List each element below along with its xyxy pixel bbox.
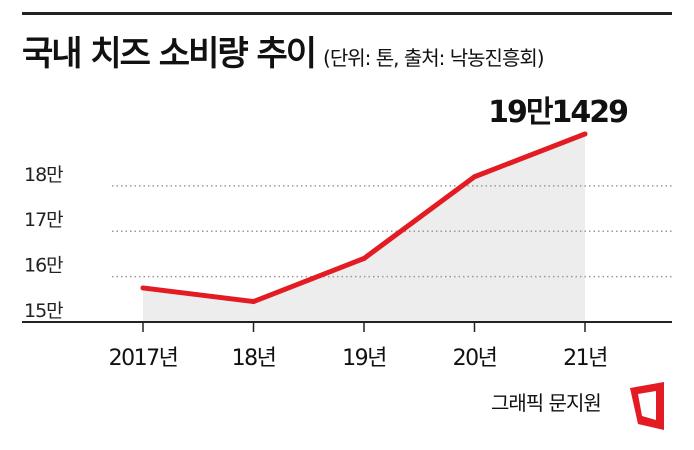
data-point [582, 131, 588, 137]
data-point [140, 285, 146, 291]
area-fill [143, 133, 585, 322]
chart-title: 국내 치즈 소비량 추이 [22, 34, 317, 74]
last-value-label: 19만1429 [488, 95, 627, 130]
data-point [361, 255, 367, 261]
y-tick-label: 16만 [24, 255, 63, 277]
graphic-credit: 그래픽 문지원 [491, 391, 602, 415]
data-point [472, 174, 477, 180]
x-tick-label: 19년 [342, 346, 386, 371]
y-tick-label: 17만 [24, 209, 63, 231]
news-logo-icon [630, 382, 664, 430]
unit-note: (단위: 톤, 출처: 낙농진흥회) [323, 46, 545, 70]
title-row: 국내 치즈 소비량 추이 (단위: 톤, 출처: 낙농진흥회) [22, 26, 545, 75]
data-point [251, 299, 256, 305]
x-tick-label: 2017년 [109, 346, 178, 371]
x-tick-label: 20년 [453, 346, 497, 371]
x-tick-label: 18년 [232, 346, 276, 371]
top-rule [22, 12, 672, 15]
x-tick-label: 21년 [563, 346, 607, 371]
y-tick-label: 15만 [24, 300, 63, 322]
y-tick-label: 18만 [24, 164, 63, 186]
